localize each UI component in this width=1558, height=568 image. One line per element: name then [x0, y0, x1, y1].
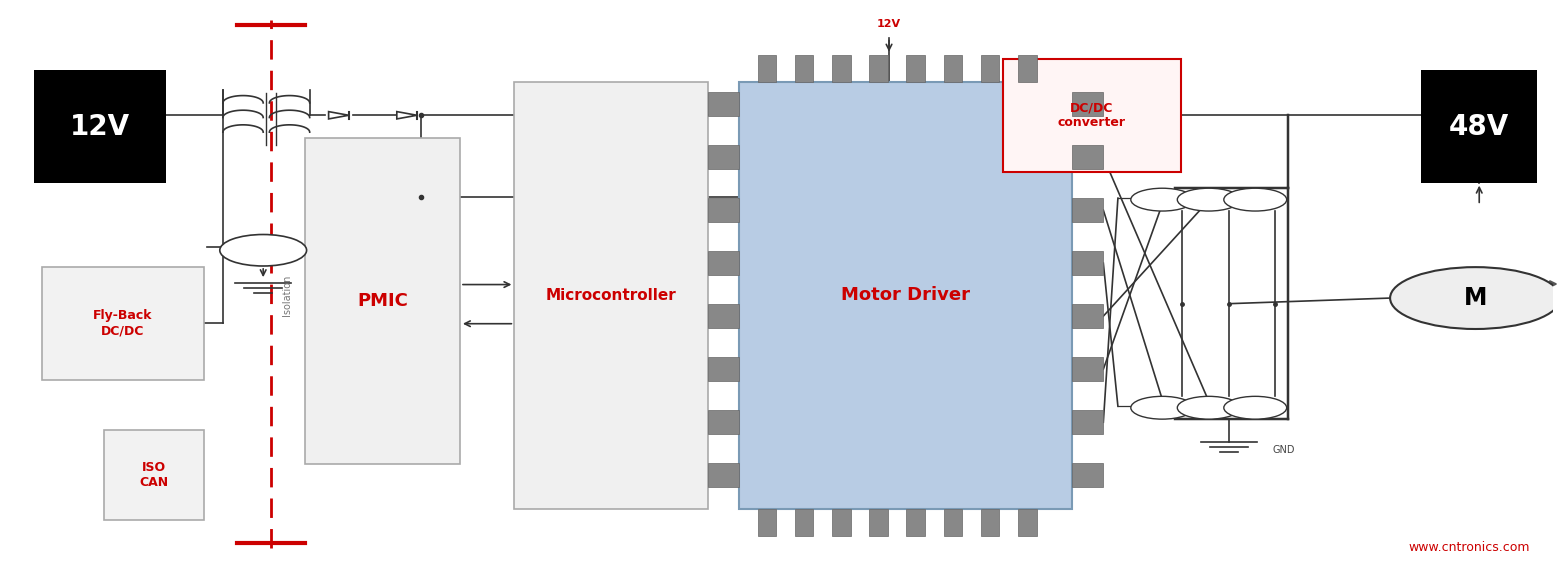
FancyBboxPatch shape [944, 55, 963, 82]
FancyBboxPatch shape [832, 509, 851, 536]
FancyBboxPatch shape [707, 145, 738, 169]
FancyBboxPatch shape [707, 357, 738, 381]
FancyBboxPatch shape [707, 411, 738, 434]
FancyBboxPatch shape [1003, 59, 1181, 172]
FancyBboxPatch shape [1072, 198, 1103, 222]
Text: Fly-Back
DC/DC: Fly-Back DC/DC [93, 310, 153, 337]
FancyBboxPatch shape [907, 55, 925, 82]
FancyBboxPatch shape [869, 55, 888, 82]
FancyBboxPatch shape [1017, 55, 1036, 82]
FancyBboxPatch shape [757, 509, 776, 536]
FancyBboxPatch shape [907, 509, 925, 536]
FancyBboxPatch shape [982, 509, 1000, 536]
Text: 12V: 12V [877, 19, 901, 28]
FancyBboxPatch shape [42, 267, 204, 379]
Text: M: M [1463, 286, 1486, 310]
Text: 12V: 12V [70, 112, 129, 140]
Circle shape [1390, 267, 1558, 329]
FancyBboxPatch shape [738, 82, 1072, 509]
Circle shape [220, 235, 307, 266]
Text: Isolation: Isolation [282, 274, 291, 316]
Circle shape [1131, 188, 1193, 211]
FancyBboxPatch shape [869, 509, 888, 536]
FancyBboxPatch shape [707, 463, 738, 487]
Text: GND: GND [1273, 445, 1295, 455]
FancyBboxPatch shape [305, 138, 460, 464]
FancyBboxPatch shape [1421, 70, 1538, 183]
Text: DC/DC
converter: DC/DC converter [1058, 101, 1126, 130]
Text: PMIC: PMIC [357, 292, 408, 310]
Text: ISO
CAN: ISO CAN [139, 461, 168, 489]
FancyBboxPatch shape [757, 55, 776, 82]
Circle shape [1131, 396, 1193, 419]
FancyBboxPatch shape [1072, 92, 1103, 116]
Circle shape [1225, 396, 1287, 419]
FancyBboxPatch shape [1017, 509, 1036, 536]
Text: 48V: 48V [1449, 112, 1510, 140]
FancyBboxPatch shape [1072, 251, 1103, 275]
FancyBboxPatch shape [944, 509, 963, 536]
Text: Microcontroller: Microcontroller [545, 288, 676, 303]
FancyBboxPatch shape [795, 55, 813, 82]
Circle shape [1178, 396, 1240, 419]
FancyBboxPatch shape [832, 55, 851, 82]
FancyBboxPatch shape [1072, 357, 1103, 381]
Text: Motor Driver: Motor Driver [841, 286, 971, 304]
FancyBboxPatch shape [514, 82, 707, 509]
FancyBboxPatch shape [34, 70, 165, 183]
FancyBboxPatch shape [707, 92, 738, 116]
Circle shape [1178, 188, 1240, 211]
Polygon shape [329, 111, 349, 119]
FancyBboxPatch shape [1072, 304, 1103, 328]
Circle shape [1225, 188, 1287, 211]
FancyBboxPatch shape [1072, 463, 1103, 487]
FancyBboxPatch shape [707, 251, 738, 275]
FancyBboxPatch shape [982, 55, 1000, 82]
Polygon shape [397, 111, 418, 119]
Text: www.cntronics.com: www.cntronics.com [1408, 541, 1530, 554]
FancyBboxPatch shape [795, 509, 813, 536]
FancyBboxPatch shape [707, 198, 738, 222]
FancyBboxPatch shape [1072, 145, 1103, 169]
FancyBboxPatch shape [707, 304, 738, 328]
FancyBboxPatch shape [103, 430, 204, 520]
FancyBboxPatch shape [1072, 411, 1103, 434]
